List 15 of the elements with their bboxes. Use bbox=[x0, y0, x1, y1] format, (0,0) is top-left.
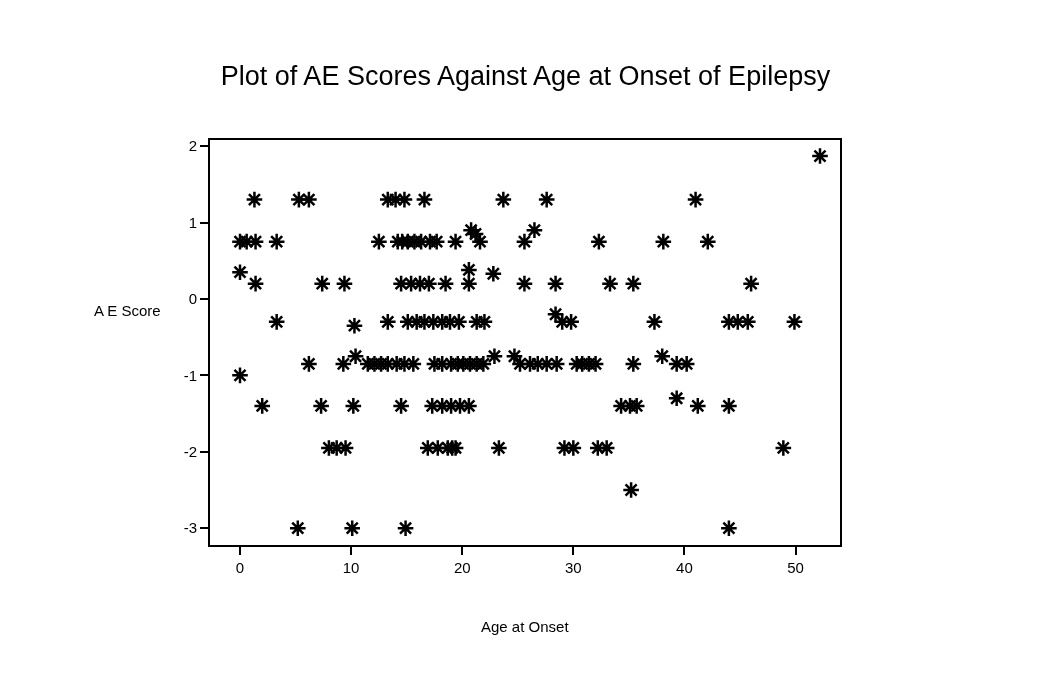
x-axis-title: Age at Onset bbox=[481, 618, 570, 635]
x-tick-label: 50 bbox=[787, 559, 804, 576]
x-tick-label: 0 bbox=[235, 559, 245, 576]
x-tick-label: 30 bbox=[564, 559, 582, 576]
chart-title: Plot of AE Scores Against Age at Onset of Epilepsy bbox=[220, 61, 831, 92]
y-tick-label: 1 bbox=[188, 213, 197, 231]
y-tick-label: -3 bbox=[183, 519, 197, 537]
x-tick-label: 20 bbox=[453, 559, 471, 576]
y-tick-label: -1 bbox=[183, 366, 197, 384]
y-tick-label: 0 bbox=[188, 290, 197, 308]
x-tick-label: 40 bbox=[676, 559, 693, 576]
y-tick-label: 2 bbox=[188, 137, 197, 155]
x-tick-label: 10 bbox=[342, 559, 360, 576]
y-tick-label: -2 bbox=[183, 443, 197, 461]
y-axis-title: A E Score bbox=[94, 302, 161, 319]
